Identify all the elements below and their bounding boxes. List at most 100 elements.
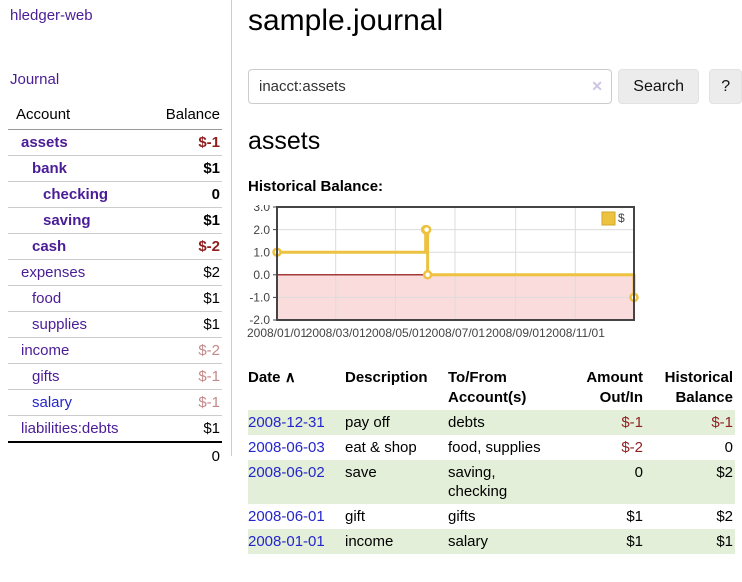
historical-balance-chart: 3.0 2.0 1.0 0.0 -1.0 -2.0 2008/01/01 2008/03/01… (244, 200, 644, 341)
svg-text:3.0: 3.0 (253, 205, 270, 214)
accounts-header-balance: Balance (144, 104, 222, 130)
transaction-description: eat & shop (345, 439, 417, 456)
svg-text:$: $ (618, 211, 625, 225)
svg-text:0.0: 0.0 (253, 268, 270, 282)
transaction-row: 2008-06-03 eat & shop food, supplies $-2 0 (248, 435, 735, 460)
transaction-amount: $1 (626, 508, 643, 525)
transaction-description: save (345, 464, 377, 481)
account-link[interactable]: cash (32, 238, 67, 255)
account-link[interactable]: bank (32, 160, 68, 177)
account-balance: $1 (203, 290, 220, 307)
sidebar: hledger-web Journal Account Balance asse… (0, 0, 232, 465)
svg-text:2008/09/01: 2008/09/01 (486, 326, 546, 340)
account-row: saving $1 (8, 207, 222, 234)
account-balance: $2 (203, 264, 220, 281)
account-balance: $1 (203, 316, 220, 333)
transaction-balance: $2 (716, 464, 733, 481)
help-button[interactable]: ? (709, 69, 742, 104)
search-input[interactable] (248, 69, 612, 104)
account-link[interactable]: gifts (32, 368, 60, 385)
account-link[interactable]: supplies (32, 316, 88, 333)
transaction-row: 2008-06-01 gift gifts $1 $2 (248, 504, 735, 529)
account-row: checking 0 (8, 181, 222, 208)
account-balance: $1 (203, 420, 220, 437)
account-balance: $-2 (198, 238, 220, 255)
sort-ascending-icon: ∧ (284, 369, 296, 386)
transaction-accounts: food, supplies (448, 439, 541, 456)
account-row: food $1 (8, 285, 222, 312)
svg-text:1.0: 1.0 (253, 245, 270, 259)
account-link[interactable]: saving (43, 212, 91, 229)
transaction-row: 2008-01-01 income salary $1 $1 (248, 529, 735, 554)
transactions-table: Date ∧ Description To/From Account(s) Am… (248, 366, 735, 554)
transaction-date-link[interactable]: 2008-12-31 (248, 414, 325, 431)
svg-text:2008/01/01: 2008/01/01 (247, 326, 307, 340)
account-link[interactable]: liabilities:debts (21, 420, 119, 437)
transaction-balance: 0 (724, 439, 733, 456)
main-content: sample.journal ✕ Search ? assets Histori… (247, 0, 742, 554)
account-row: expenses $2 (8, 259, 222, 286)
account-row: cash $-2 (8, 233, 222, 260)
transaction-amount: $-2 (621, 439, 643, 456)
account-balance: $1 (203, 160, 220, 177)
account-title: assets (248, 127, 321, 155)
accounts-total-row: 0 (8, 442, 222, 470)
transaction-accounts: debts (448, 414, 485, 431)
account-link[interactable]: checking (43, 186, 109, 203)
sidebar-item-journal[interactable]: Journal (10, 71, 60, 88)
account-balance: 0 (211, 186, 220, 203)
transaction-accounts: saving, checking (448, 464, 508, 500)
account-link[interactable]: food (32, 290, 62, 307)
svg-text:-1.0: -1.0 (249, 291, 270, 305)
account-balance: $-2 (198, 342, 220, 359)
account-balance: $1 (203, 212, 220, 229)
transaction-balance: $-1 (711, 414, 733, 431)
svg-text:-2.0: -2.0 (249, 313, 270, 327)
account-row: supplies $1 (8, 311, 222, 338)
transaction-description: gift (345, 508, 366, 525)
account-link[interactable]: salary (32, 394, 73, 411)
brand-link[interactable]: hledger-web (10, 7, 93, 24)
account-row: bank $1 (8, 155, 222, 182)
accounts-total-value: 0 (211, 448, 220, 465)
svg-text:2008/11/01: 2008/11/01 (546, 326, 605, 340)
transaction-description: income (345, 533, 394, 550)
transactions-header-description: Description (345, 369, 428, 386)
account-row: salary $-1 (8, 389, 222, 416)
transaction-row: 2008-12-31 pay off debts $-1 $-1 (248, 410, 735, 435)
account-row: gifts $-1 (8, 363, 222, 390)
transaction-accounts: salary (448, 533, 489, 550)
accounts-table: Account Balance assets $-1 bank $1 checking 0… (8, 104, 222, 470)
accounts-table-header: Account Balance (8, 104, 222, 130)
transaction-amount: 0 (634, 464, 643, 481)
svg-text:2008/03/01: 2008/03/01 (306, 326, 366, 340)
account-link[interactable]: expenses (21, 264, 86, 281)
account-link[interactable]: assets (21, 134, 68, 151)
transactions-header-amount: Amount Out/In (586, 369, 643, 406)
svg-text:2.0: 2.0 (253, 223, 270, 237)
accounts-header-account: Account (8, 104, 145, 130)
search-button[interactable]: Search (618, 69, 700, 104)
transaction-balance: $2 (716, 508, 733, 525)
transaction-date-link[interactable]: 2008-06-01 (248, 508, 325, 525)
transaction-balance: $1 (716, 533, 733, 550)
transaction-date-link[interactable]: 2008-01-01 (248, 533, 325, 550)
account-row: income $-2 (8, 337, 222, 364)
svg-text:2008/07/01: 2008/07/01 (425, 326, 485, 340)
account-row: liabilities:debts $1 (8, 415, 222, 443)
transactions-header-accounts: To/From Account(s) (448, 369, 527, 406)
transactions-header-date[interactable]: Date ∧ (248, 366, 345, 410)
transaction-date-link[interactable]: 2008-06-03 (248, 439, 325, 456)
account-link[interactable]: income (21, 342, 70, 359)
account-balance: $-1 (198, 368, 220, 385)
search-row: ✕ Search ? (248, 69, 742, 104)
search-field-wrap: ✕ (248, 69, 612, 104)
chart-label: Historical Balance: (248, 178, 384, 195)
clear-search-icon[interactable]: ✕ (591, 78, 603, 94)
chart-canvas: 3.0 2.0 1.0 0.0 -1.0 -2.02008/01/012008/03/01… (247, 200, 639, 340)
account-row: assets $-1 (8, 130, 222, 156)
transaction-row: 2008-06-02 save saving, checking 0 $2 (248, 460, 735, 504)
transaction-date-link[interactable]: 2008-06-02 (248, 464, 325, 481)
transaction-amount: $1 (626, 533, 643, 550)
account-balance: $-1 (198, 134, 220, 151)
